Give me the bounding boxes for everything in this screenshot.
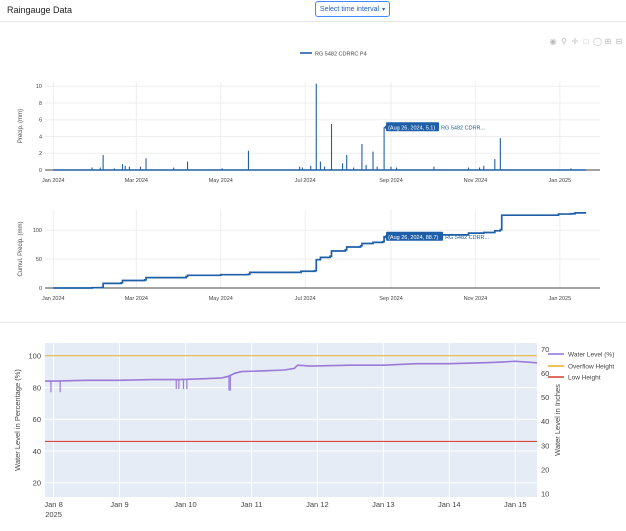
x-tick-label: Jan 8 <box>44 500 62 509</box>
x-tick-label: Jan 2024 <box>42 178 65 184</box>
zoom-icon[interactable]: ⚲ <box>561 37 567 46</box>
hover-label-series: RG 5482 CDRR... <box>445 235 489 241</box>
y-tick-label: 10 <box>36 84 42 90</box>
hover-label-series: RG 5482 CDRR... <box>441 125 485 131</box>
x-tick-label: Jan 11 <box>240 500 262 509</box>
hover-label-pointer <box>384 233 388 240</box>
page-title: Raingauge Data <box>7 5 73 15</box>
y-right-tick-label: 40 <box>541 417 549 426</box>
hover-label-box <box>386 122 440 132</box>
chevron-down-icon: ▾ <box>382 6 386 13</box>
hover-label-box <box>386 231 444 241</box>
x-tick-label: Sep 2024 <box>379 296 403 302</box>
plot-background <box>45 343 537 497</box>
y-tick-label: 60 <box>33 415 41 424</box>
pan-icon[interactable]: ✛ <box>571 37 579 46</box>
x-tick-label: Sep 2024 <box>379 178 403 184</box>
box-select-icon[interactable]: □ <box>583 37 589 46</box>
y-tick-label: 8 <box>39 101 42 107</box>
header-divider <box>0 21 626 22</box>
y-right-axis-label: Water Level in Inches <box>553 384 562 456</box>
y-tick-label: 40 <box>33 447 41 456</box>
y-right-tick-label: 10 <box>541 489 549 498</box>
x-tick-label: Jan 9 <box>110 500 128 509</box>
x-tick-label: Jan 14 <box>438 500 461 509</box>
water-level-line <box>45 360 538 382</box>
x-tick-label: Jan 13 <box>372 500 395 509</box>
cumulative-precip-line <box>53 212 587 289</box>
section-divider <box>0 322 626 323</box>
y-right-tick-label: 70 <box>541 345 549 354</box>
y-right-tick-label: 50 <box>541 393 549 402</box>
x-year-label: 2025 <box>45 510 62 519</box>
zoom-in-icon[interactable]: ⊞ <box>604 37 612 46</box>
x-tick-label: May 2024 <box>209 178 233 184</box>
legend-label-rain: RG 5482 CDRRC P4 <box>315 52 367 58</box>
x-tick-label: Jan 2025 <box>549 296 572 302</box>
x-tick-label: May 2024 <box>209 296 233 302</box>
x-tick-label: Mar 2024 <box>125 296 148 302</box>
y-tick-label: 20 <box>33 479 41 488</box>
y-tick-label: 4 <box>39 134 42 140</box>
y-right-tick-label: 20 <box>541 465 549 474</box>
x-tick-label: Mar 2024 <box>125 178 148 184</box>
y-tick-label: 0 <box>39 168 42 174</box>
hover-label-value: (Aug 26, 2024, 5.1) <box>388 125 435 131</box>
time-interval-label: Select time interval <box>319 5 380 13</box>
x-tick-label: Jan 2025 <box>549 178 572 184</box>
zoom-out-icon[interactable]: ⊟ <box>615 37 623 46</box>
y-tick-label: 100 <box>28 352 41 361</box>
hover-label-value: (Aug 26, 2024, 88.7) <box>388 235 438 241</box>
x-tick-label: Jan 10 <box>174 500 197 509</box>
x-tick-label: Jul 2024 <box>295 178 316 184</box>
legend-label: Low Height <box>568 375 601 382</box>
y-tick-label: 6 <box>39 118 42 124</box>
hover-label-pointer <box>384 124 388 131</box>
x-tick-label: Nov 2024 <box>464 296 488 302</box>
y-right-tick-label: 60 <box>541 369 549 378</box>
x-tick-label: Jan 2024 <box>42 296 65 302</box>
y-tick-label: 50 <box>36 257 42 263</box>
camera-icon[interactable]: ◉ <box>549 37 557 46</box>
y-tick-label: 100 <box>33 228 42 234</box>
y-right-tick-label: 30 <box>541 441 549 450</box>
x-tick-label: Jan 15 <box>504 500 527 509</box>
x-tick-label: Jul 2024 <box>295 296 316 302</box>
chart-modebar: ◉ ⚲ ✛ □ ◯ ⊞ ⊟ <box>549 38 623 46</box>
y-axis-label: Water Level in Percentage (%) <box>13 369 22 471</box>
lasso-icon[interactable]: ◯ <box>593 37 602 46</box>
legend-label: Water Level (%) <box>568 352 614 359</box>
x-tick-label: Jan 12 <box>306 500 329 509</box>
y-axis-label: Cumul. Precip. (mm) <box>18 221 24 276</box>
x-tick-label: Nov 2024 <box>464 178 488 184</box>
y-axis-label: Precip. (mm) <box>18 109 24 143</box>
time-interval-select[interactable]: Select time interval ▾ <box>315 1 390 17</box>
legend-label: Overflow Height <box>568 364 614 371</box>
y-tick-label: 0 <box>39 286 42 292</box>
y-tick-label: 2 <box>39 151 42 157</box>
y-tick-label: 80 <box>33 383 41 392</box>
